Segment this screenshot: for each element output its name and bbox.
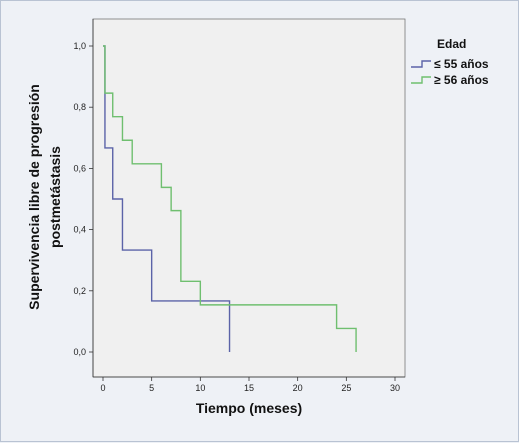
x-axis-title: Tiempo (meses) [196,400,302,416]
legend-swatch-le55 [411,60,431,68]
x-tick-label: 10 [195,383,205,393]
legend-label-ge56: ≥ 56 años [434,73,489,87]
tick-group: 0 5 10 15 20 25 30 0,0 0,2 0,4 0,6 0,8 1,0 [73,41,400,393]
series-line-le55 [103,45,231,352]
y-tick-label: 0,6 [73,163,86,173]
x-tick-label: 5 [149,383,154,393]
y-tick-label: 0,0 [73,347,86,357]
x-tick-label: 25 [341,383,351,393]
y-axis-title: Supervivencia libre de progresión postme… [26,84,63,310]
x-tick-label: 15 [244,383,254,393]
y-tick-label: 0,4 [73,225,86,235]
series-line-ge56 [103,45,357,352]
legend-swatch-ge56 [411,76,431,84]
y-tick-label: 0,2 [73,286,86,296]
x-tick-label: 20 [293,383,303,393]
plot-area [92,18,406,378]
y-axis-title-line-2: postmetástasis [47,146,63,248]
y-tick-label: 0,8 [73,102,86,112]
series-group [103,45,357,352]
x-tick-label: 30 [390,383,400,393]
y-axis-title-line-1: Supervivencia libre de progresión [26,84,42,310]
legend: Edad ≤ 55 años ≥ 56 años [411,37,489,87]
legend-label-le55: ≤ 55 años [434,57,489,71]
legend-title: Edad [437,37,466,51]
x-tick-label: 0 [100,383,105,393]
y-tick-label: 1,0 [73,41,86,51]
